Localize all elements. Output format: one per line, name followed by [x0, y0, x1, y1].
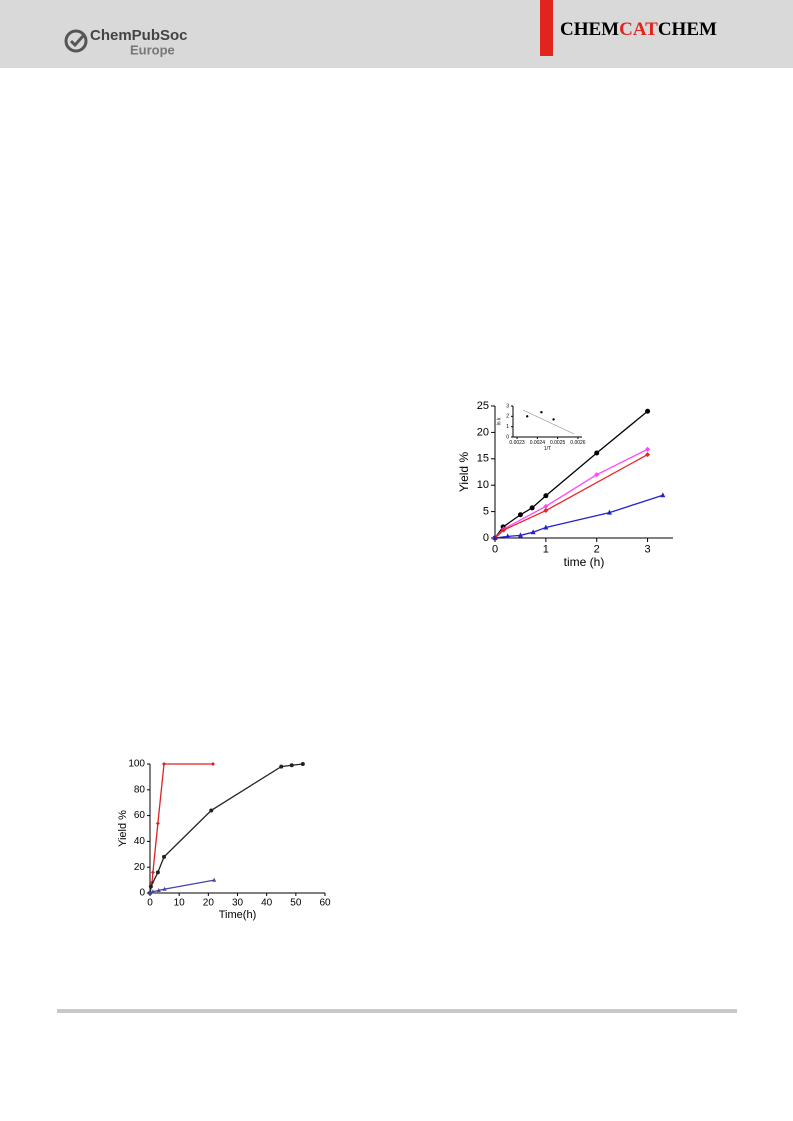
y-tick-label: 0 — [139, 888, 145, 899]
x-tick-label: 20 — [203, 898, 215, 909]
point — [162, 762, 166, 766]
x-tick-label: 10 — [174, 898, 186, 909]
point — [162, 854, 166, 859]
point — [543, 524, 549, 530]
y-tick-label: 20 — [134, 862, 146, 873]
y-tick-label: 60 — [134, 810, 146, 821]
y-tick-label: 2 — [506, 414, 509, 420]
point — [540, 411, 543, 414]
y-axis-label: Yield % — [117, 810, 129, 847]
publisher: ChemPubSoc — [90, 27, 188, 44]
x-tick-label: 3 — [645, 544, 651, 556]
point — [552, 418, 555, 421]
publisher-sub: Europe — [130, 42, 175, 57]
x-tick-label: 0 — [492, 544, 498, 556]
point — [150, 889, 155, 894]
y-tick-label: 0 — [506, 434, 509, 440]
point — [529, 505, 535, 511]
x-tick-label: 50 — [290, 898, 302, 909]
x-tick-label: 60 — [319, 898, 331, 909]
y-tick-label: 10 — [477, 479, 489, 491]
header-band — [0, 0, 793, 68]
point — [289, 763, 294, 768]
point — [505, 533, 511, 539]
x-axis-label: Time(h) — [219, 909, 256, 921]
point — [645, 452, 651, 458]
series-line — [494, 448, 648, 539]
point — [492, 535, 498, 540]
point — [594, 450, 600, 456]
y-tick-label: 100 — [128, 759, 145, 770]
series-line — [494, 410, 648, 539]
y-tick-label: 5 — [483, 506, 489, 518]
point — [530, 529, 536, 535]
point — [645, 446, 651, 452]
point — [660, 492, 666, 498]
point — [645, 408, 651, 414]
y-tick-label: 80 — [134, 784, 146, 795]
point — [606, 509, 612, 515]
journal-part: CAT — [619, 19, 658, 40]
y-tick-label: 15 — [477, 453, 489, 465]
point — [150, 870, 155, 875]
point — [148, 890, 152, 895]
y-axis-label: ln k — [496, 417, 502, 425]
x-tick-label: 0.0024 — [530, 440, 546, 446]
y-tick-label: 1 — [506, 424, 509, 430]
point — [155, 870, 160, 875]
point — [211, 762, 215, 766]
point — [526, 415, 529, 418]
series-line — [523, 409, 575, 435]
point — [517, 532, 523, 538]
point — [543, 493, 549, 499]
x-tick-label: 0.0023 — [509, 440, 525, 446]
series-line — [494, 454, 648, 539]
y-tick-label: 0 — [483, 532, 489, 544]
point — [543, 503, 549, 509]
x-tick-label: 40 — [261, 898, 273, 909]
x-axis-label: 1/T — [544, 446, 551, 452]
y-tick-label: 3 — [506, 403, 509, 409]
journal-mark — [540, 0, 553, 56]
y-axis-label: Yield % — [457, 452, 471, 493]
point — [155, 821, 160, 826]
point — [501, 527, 507, 533]
journal-part: CHEM — [658, 19, 717, 40]
point — [517, 512, 523, 518]
point — [156, 888, 161, 893]
series-line — [149, 763, 303, 894]
journal-part: CHEM — [560, 19, 619, 40]
point — [212, 877, 217, 882]
logo-icon — [64, 29, 88, 53]
point — [148, 884, 153, 889]
y-tick-label: 25 — [477, 400, 489, 412]
series-line — [149, 763, 213, 894]
point — [543, 508, 549, 514]
x-tick-label: 2 — [594, 544, 600, 556]
journal: CHEMCATCHEM — [560, 19, 717, 40]
x-axis-label: time (h) — [564, 555, 605, 569]
x-tick-label: 0.0025 — [550, 440, 566, 446]
point — [594, 472, 600, 478]
point — [209, 808, 214, 813]
point — [162, 886, 167, 891]
x-tick-label: 1 — [543, 544, 549, 556]
x-tick-label: 0 — [147, 898, 153, 909]
x-tick-label: 0.0026 — [570, 440, 586, 446]
x-tick-label: 30 — [232, 898, 244, 909]
y-tick-label: 40 — [134, 836, 146, 847]
footer-rule — [57, 1009, 737, 1013]
logo-check — [69, 35, 85, 48]
y-tick-label: 20 — [477, 426, 489, 438]
point — [279, 764, 284, 769]
point — [300, 762, 305, 766]
